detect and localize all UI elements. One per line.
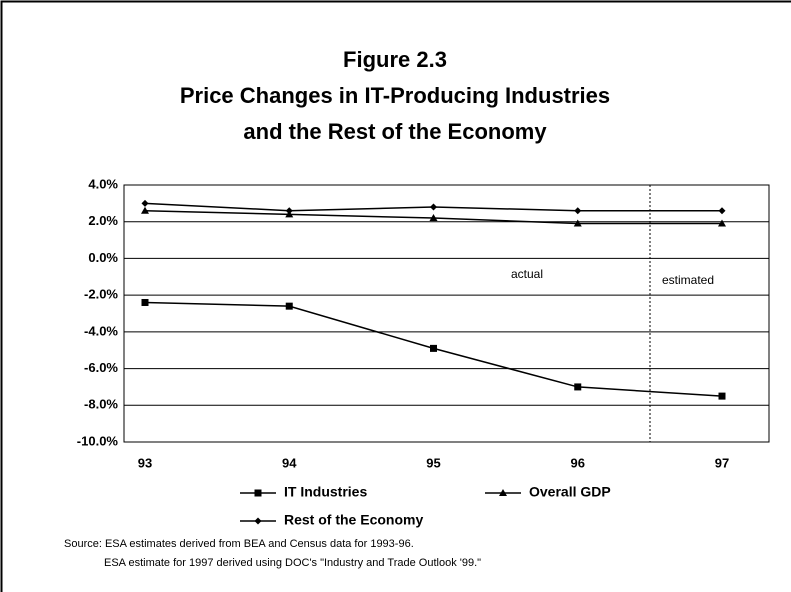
marker: [574, 383, 582, 391]
source: Source: ESA estimates derived from BEA a…: [64, 538, 414, 550]
plot-frame: [123, 184, 770, 443]
legend-label: Overall GDP: [529, 484, 611, 500]
marker: [141, 206, 149, 214]
y-tick-label: 0.0%: [88, 250, 118, 265]
y-tick-label: -2.0%: [84, 287, 118, 302]
marker: [573, 219, 582, 227]
marker: [429, 214, 438, 222]
x-tick-label: 95: [426, 455, 440, 470]
y-tick-label: -10.0%: [77, 433, 119, 448]
legend-label: IT Industries: [284, 484, 367, 500]
annotation: actual: [511, 267, 543, 281]
legend-label: Rest of the Economy: [284, 512, 423, 528]
marker: [499, 489, 507, 496]
marker: [254, 489, 262, 497]
marker: [285, 207, 293, 215]
annotation: estimated: [662, 273, 714, 287]
source: ESA estimate for 1997 derived using DOC'…: [104, 557, 481, 569]
marker: [718, 219, 726, 227]
marker: [718, 392, 726, 400]
y-tick-label: -8.0%: [84, 397, 118, 412]
x-tick-label: 93: [138, 455, 152, 470]
chart-title: Price Changes in IT-Producing Industries: [180, 83, 610, 108]
marker: [254, 517, 262, 525]
x-tick-label: 96: [571, 455, 585, 470]
x-tick-label: 94: [282, 455, 297, 470]
marker: [718, 207, 726, 215]
y-tick-label: -4.0%: [84, 323, 118, 338]
marker: [574, 207, 582, 215]
y-tick-label: -6.0%: [84, 360, 118, 375]
marker: [430, 344, 437, 352]
marker: [430, 203, 437, 211]
marker: [141, 199, 149, 207]
marker: [285, 302, 293, 310]
chart-title: Figure 2.3: [343, 47, 447, 72]
chart-title: and the Rest of the Economy: [243, 119, 547, 144]
x-tick-label: 97: [715, 455, 729, 470]
y-tick-label: 4.0%: [88, 176, 118, 191]
marker: [141, 298, 149, 306]
y-tick-label: 2.0%: [88, 213, 118, 228]
